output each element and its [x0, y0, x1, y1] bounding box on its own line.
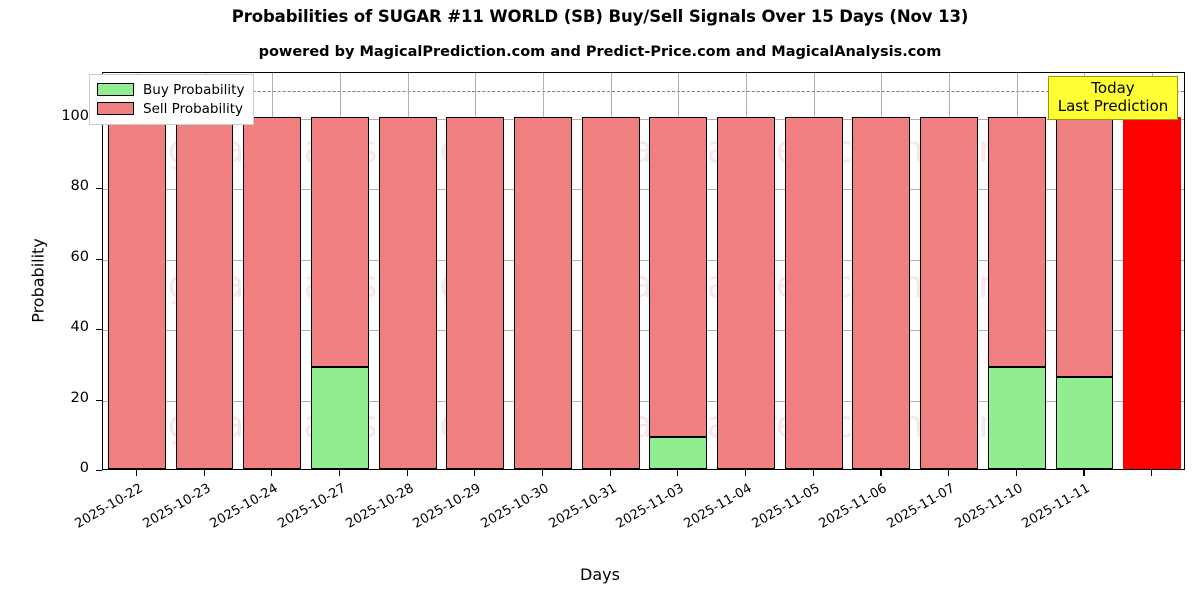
chart-legend: Buy Probability Sell Probability [89, 74, 255, 125]
y-tick-label: 20 [70, 389, 89, 406]
x-tick-mark [677, 470, 679, 476]
bar-sell[interactable] [920, 116, 979, 469]
y-tick-mark [96, 399, 102, 401]
x-tick-mark [135, 470, 137, 476]
x-tick-label: 2025-10-27 [275, 481, 349, 532]
bar-buy[interactable] [987, 366, 1046, 469]
bar-sell[interactable] [514, 116, 572, 469]
bar-sell[interactable] [175, 116, 234, 469]
bar-sell[interactable] [310, 116, 369, 367]
table-row[interactable] [243, 73, 302, 469]
today-annotation: Today Last Prediction [1048, 76, 1178, 121]
x-tick-mark [1151, 470, 1153, 476]
x-tick-mark [1015, 470, 1017, 476]
legend-label-sell: Sell Probability [143, 100, 244, 117]
y-tick-mark [96, 470, 102, 472]
y-tick-mark [96, 329, 102, 331]
table-row[interactable] [446, 73, 505, 469]
y-tick-label: 0 [79, 460, 89, 476]
gridline-y-100 [103, 118, 1184, 120]
legend-item-buy: Buy Probability [97, 80, 244, 99]
table-row[interactable] [987, 73, 1046, 469]
bar-sell[interactable] [378, 116, 437, 469]
x-tick-mark [1083, 470, 1085, 476]
watermark-text: MagicalAnalysis.com [113, 403, 498, 446]
x-tick-mark [203, 470, 205, 476]
legend-item-sell: Sell Probability [97, 99, 244, 118]
x-tick-mark [745, 470, 747, 476]
bar-sell[interactable] [1055, 116, 1114, 378]
bar-sell[interactable] [649, 116, 708, 438]
legend-swatch-buy-icon [97, 83, 134, 96]
bar-sell[interactable] [581, 116, 640, 469]
x-tick-mark [338, 470, 340, 476]
today-annotation-line2: Last Prediction [1057, 96, 1169, 115]
table-row[interactable] [649, 73, 708, 469]
watermark-text: MagicalAnalysis.com [113, 128, 498, 171]
today-annotation-line1: Today [1091, 79, 1135, 97]
x-tick-mark [880, 470, 882, 476]
table-row[interactable] [581, 73, 640, 469]
bar-sell[interactable] [107, 116, 166, 469]
y-tick-label: 60 [70, 248, 89, 265]
x-tick-label: 2025-10-22 [72, 481, 146, 532]
table-row[interactable] [920, 73, 979, 469]
x-axis-label: Days [580, 565, 620, 584]
bar-sell[interactable] [717, 116, 775, 469]
y-tick-label: 100 [61, 107, 89, 124]
chart-subtitle: powered by MagicalPrediction.com and Pre… [258, 44, 942, 60]
reference-dashed-line [103, 90, 1184, 92]
x-tick-mark [948, 470, 950, 476]
bar-sell[interactable] [784, 116, 843, 469]
table-row[interactable] [1055, 73, 1114, 469]
table-row[interactable] [378, 73, 437, 469]
y-tick-mark [96, 188, 102, 190]
x-tick-mark [812, 470, 814, 476]
gridline-y-20 [103, 400, 1184, 402]
bar-sell[interactable] [852, 116, 911, 469]
bar-buy[interactable] [649, 437, 708, 469]
x-tick-mark [406, 470, 408, 476]
bar-sell[interactable] [446, 116, 505, 469]
table-row[interactable] [514, 73, 572, 469]
watermark-text: MagicalAnalysis.com [113, 263, 498, 306]
y-tick-label: 80 [70, 178, 89, 195]
table-row[interactable] [107, 73, 166, 469]
table-row[interactable] [784, 73, 843, 469]
gridline-y-60 [103, 259, 1184, 261]
legend-swatch-sell-icon [97, 102, 134, 115]
y-axis-label: Probability [28, 238, 48, 323]
table-row[interactable] [310, 73, 369, 469]
table-row[interactable] [1123, 73, 1182, 469]
page-title: Probabilities of SUGAR #11 WORLD (SB) Bu… [231, 7, 969, 26]
x-tick-mark [474, 470, 476, 476]
legend-label-buy: Buy Probability [143, 81, 245, 98]
gridline-y-40 [103, 330, 1184, 332]
bar-buy[interactable] [1055, 377, 1114, 469]
x-tick-mark [271, 470, 273, 476]
bar-sell[interactable] [987, 116, 1046, 367]
gridline-y-80 [103, 189, 1184, 191]
bar-sell[interactable] [243, 116, 302, 469]
bar-buy[interactable] [310, 366, 369, 469]
table-row[interactable] [852, 73, 911, 469]
y-tick-mark [96, 258, 102, 260]
y-tick-label: 40 [70, 319, 89, 336]
plot-area: MagicalAnalysis.comMagicalPrediction.com… [102, 72, 1185, 470]
x-tick-mark [609, 470, 611, 476]
x-tick-mark [541, 470, 544, 476]
bar-today-sell[interactable] [1123, 116, 1182, 469]
table-row[interactable] [717, 73, 775, 469]
table-row[interactable] [175, 73, 234, 469]
